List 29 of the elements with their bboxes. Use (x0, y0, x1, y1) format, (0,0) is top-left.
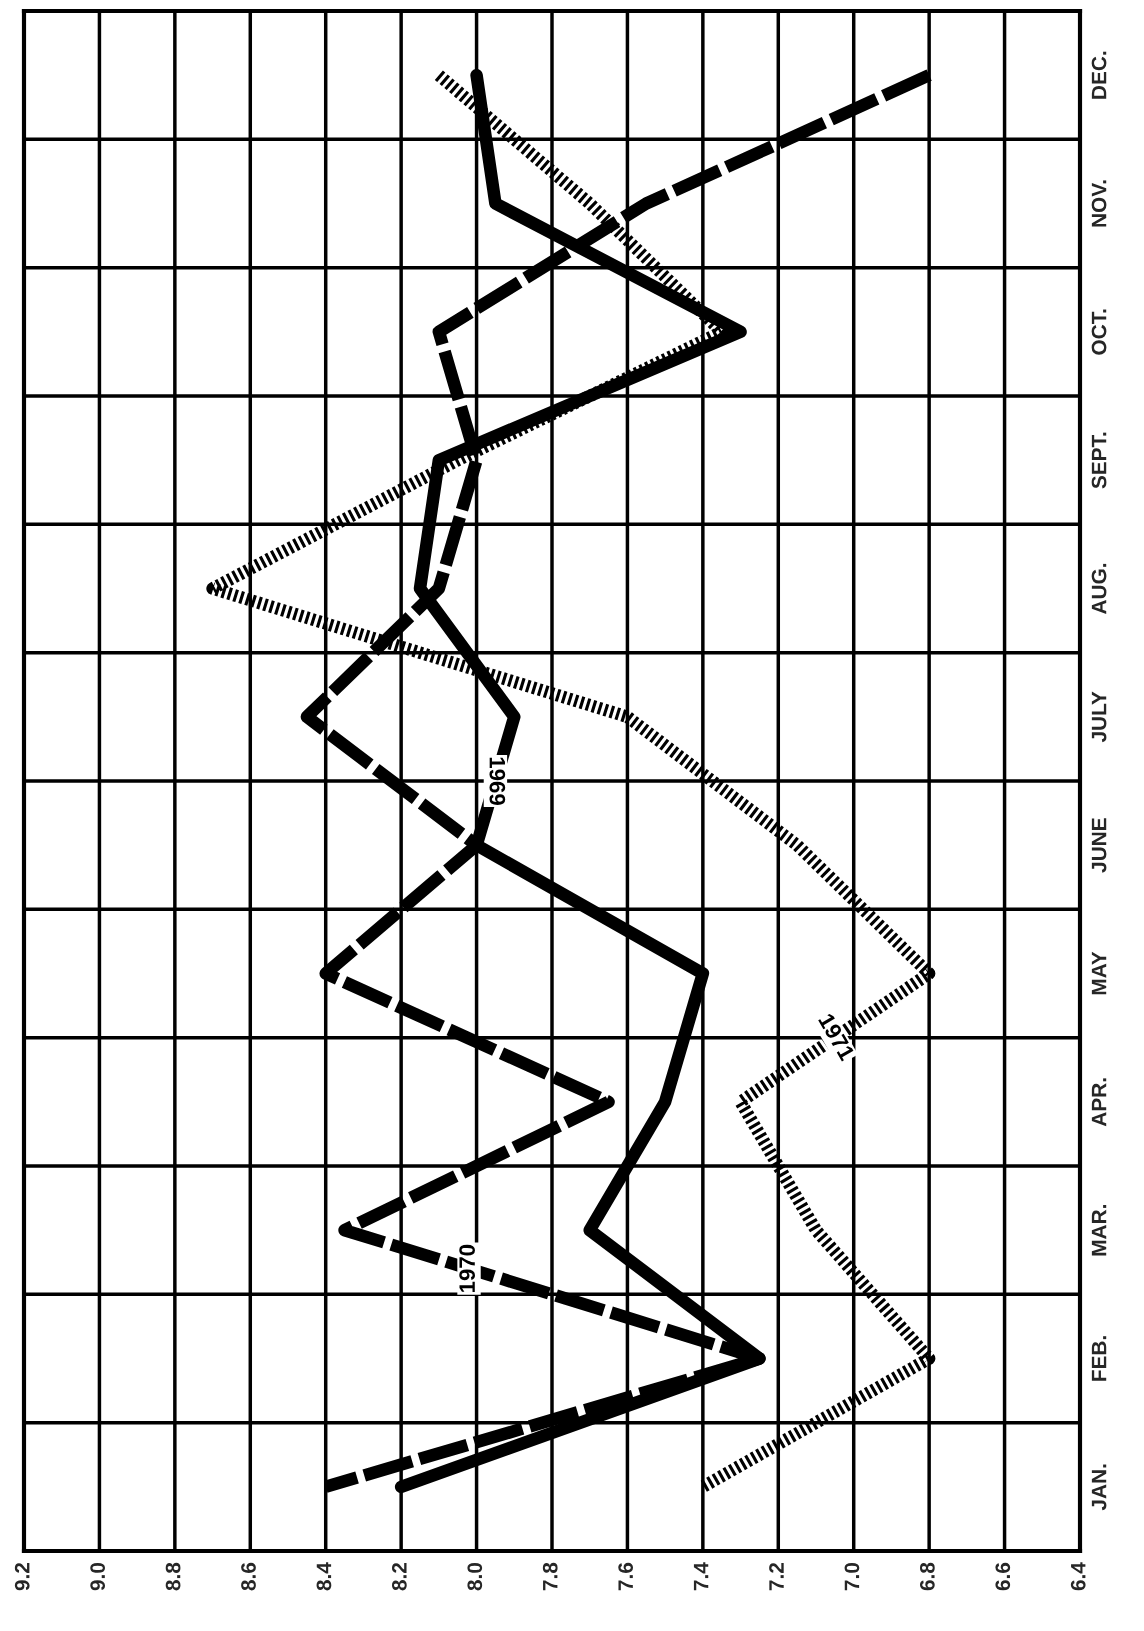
x-tick-label: 8.0 (467, 1562, 483, 1591)
y-tick-label: MAR. (1091, 1204, 1107, 1256)
x-tick-label: 8.4 (316, 1562, 332, 1591)
y-tick-label: JUNE (1091, 818, 1107, 873)
x-tick-label: 7.4 (693, 1562, 709, 1591)
x-tick-label: 7.8 (542, 1562, 558, 1591)
x-tick-label: 8.8 (165, 1562, 181, 1591)
y-tick-label: AUG. (1091, 563, 1107, 615)
y-tick-label: JULY (1091, 691, 1107, 743)
y-tick-label: NOV. (1091, 180, 1107, 227)
text: 1969 (489, 757, 506, 805)
y-tick-label: MAY (1091, 951, 1107, 995)
x-tick-label: 6.6 (995, 1562, 1011, 1591)
x-tick-label: 8.2 (391, 1562, 407, 1591)
y-tick-label: JAN. (1091, 1464, 1107, 1511)
text: 1970 (459, 1244, 475, 1292)
y-tick-label: APR. (1091, 1078, 1107, 1127)
x-tick-label: 8.6 (241, 1562, 256, 1591)
x-tick-label: 9.0 (90, 1562, 106, 1591)
x-tick-label: 7.2 (769, 1562, 784, 1591)
x-tick-label: 9.2 (14, 1562, 30, 1591)
x-tick-label: 7.6 (618, 1562, 634, 1591)
y-tick-label: OCT. (1091, 309, 1107, 355)
x-tick-label: 7.0 (844, 1562, 860, 1591)
y-tick-label: SEPT. (1091, 432, 1107, 489)
x-tick-label: 6.8 (919, 1562, 935, 1591)
y-tick-label: DEC. (1091, 51, 1107, 99)
y-tick-label: FEB. (1091, 1336, 1107, 1381)
x-tick-label: 6.4 (1070, 1562, 1086, 1591)
